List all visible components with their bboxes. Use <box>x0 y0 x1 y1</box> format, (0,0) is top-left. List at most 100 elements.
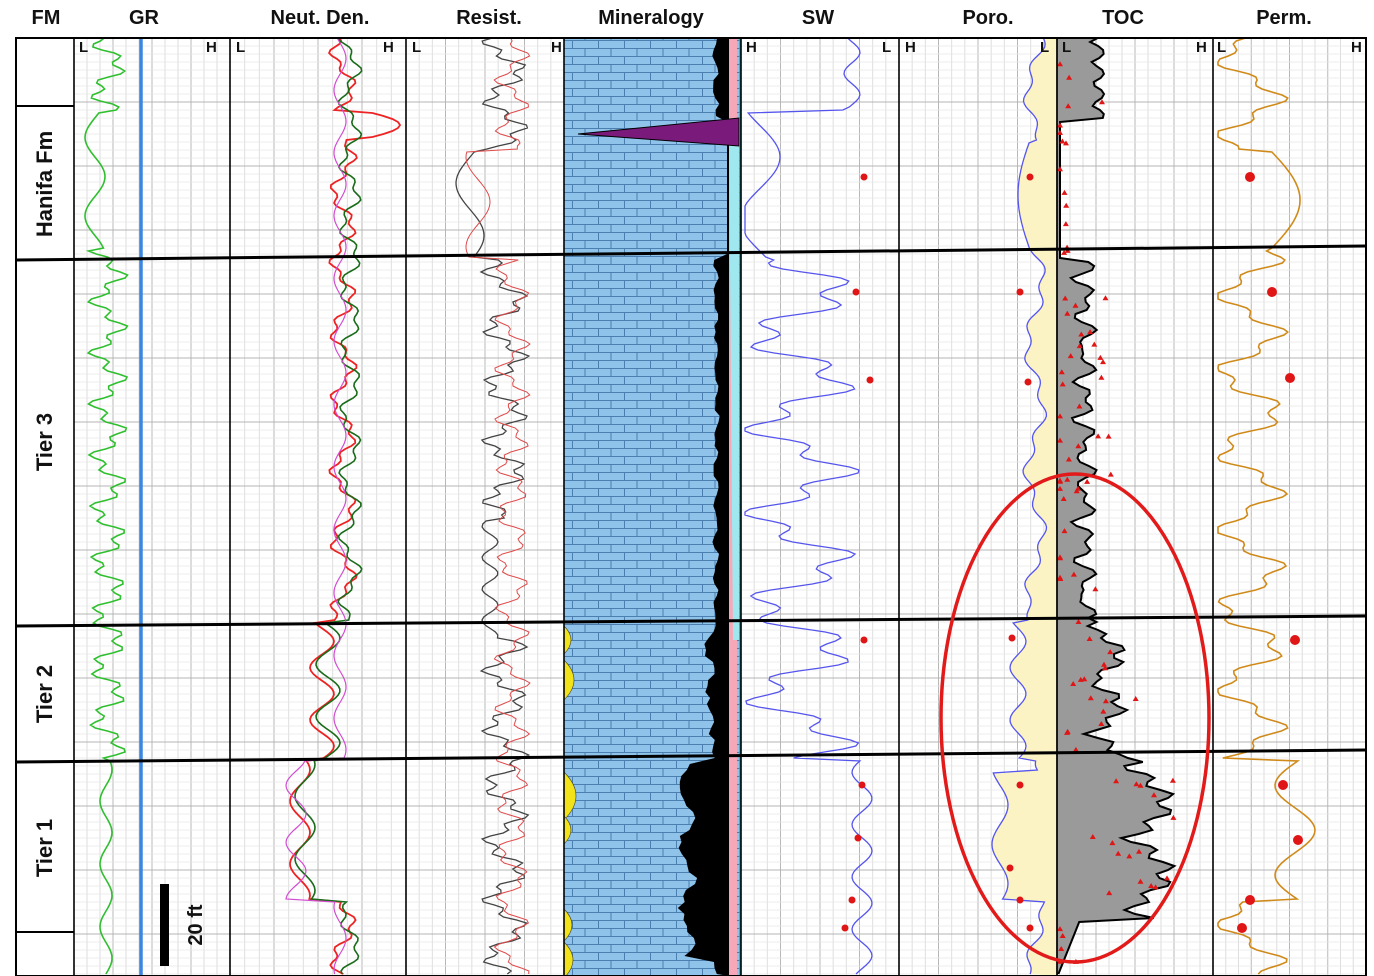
toc-core-point <box>1062 295 1069 301</box>
toc-core-point <box>1152 884 1159 890</box>
poro-core-point <box>1024 378 1032 386</box>
toc-core-point <box>1091 341 1098 347</box>
perm-core-point <box>1267 287 1277 297</box>
kerogen-fill <box>677 38 729 976</box>
perm-core-point <box>1293 835 1303 845</box>
curve-fills <box>563 38 1175 976</box>
toc-core-point <box>1057 413 1063 419</box>
neut-den-scale-low: L <box>236 39 245 56</box>
track-frame <box>15 37 1367 976</box>
poro-core-point <box>1016 896 1024 904</box>
toc-core-point <box>1075 443 1082 449</box>
grid-lines <box>74 38 1366 976</box>
toc-core-point <box>1063 202 1070 208</box>
porosity-curve <box>991 37 1048 975</box>
header-toc: TOC <box>1102 7 1144 29</box>
formation-labels: Hanifa Fm Tier 3 Tier 2 Tier 1 <box>32 131 57 877</box>
header-resist: Resist. <box>456 7 522 29</box>
highlight-ellipse <box>939 472 1211 964</box>
toc-core-point <box>1062 221 1069 227</box>
poro-core-point <box>1006 864 1014 872</box>
gr-scale-low: L <box>79 39 88 56</box>
log-curves <box>84 37 1316 976</box>
perm-core-point <box>1285 373 1295 383</box>
perm-core-point <box>1245 172 1255 182</box>
scale-labels: L H L H L H H L H L L H L H <box>79 39 1362 56</box>
gr-curve <box>84 37 129 975</box>
toc-core-point <box>1057 477 1063 483</box>
toc-core-point <box>1072 746 1079 752</box>
sw-core-point <box>854 834 862 842</box>
perm-core-point <box>1237 923 1247 933</box>
toc-core-point <box>1070 571 1077 577</box>
toc-core-point <box>1137 878 1144 884</box>
toc-core-point <box>1061 249 1068 255</box>
toc-core-point <box>1148 883 1155 888</box>
density-curve <box>294 37 363 975</box>
toc-core-point <box>1064 476 1071 482</box>
toc-core-point <box>1061 528 1068 534</box>
header-sw: SW <box>802 7 834 29</box>
header-poro: Poro. <box>962 7 1013 29</box>
toc-core-point <box>1107 649 1114 655</box>
toc-core-point <box>1057 166 1063 172</box>
toc-core-point <box>1061 189 1068 195</box>
toc-core-point <box>1072 302 1079 308</box>
neutron-curve <box>289 37 402 975</box>
toc-core-point <box>1057 437 1063 443</box>
sw-core-point <box>866 376 874 384</box>
toc-core-point <box>1057 554 1063 560</box>
toc-core-point <box>1067 353 1074 359</box>
toc-core-point <box>1133 781 1140 787</box>
toc-core-point <box>1073 488 1080 494</box>
toc-core-point <box>1075 485 1081 491</box>
toc-curve <box>1057 37 1177 975</box>
perm-core-point <box>1290 635 1300 645</box>
toc-core-point <box>1105 433 1112 439</box>
header-perm: Perm. <box>1256 7 1312 29</box>
poro-scale-right: L <box>1040 39 1049 56</box>
depth-scale-bar <box>160 884 169 966</box>
toc-core-point <box>1115 850 1122 856</box>
perm-scale-low: L <box>1217 39 1226 56</box>
poro-core-point <box>1016 781 1024 789</box>
toc-core-point <box>1070 681 1077 686</box>
sw-core-point <box>852 288 860 296</box>
formation-label-tier1: Tier 1 <box>32 819 57 877</box>
toc-core-point <box>1059 933 1066 938</box>
toc-core-point <box>1113 778 1120 784</box>
depth-scale-label: 20 ft <box>185 904 207 945</box>
toc-core-point <box>1064 310 1071 316</box>
toc-core-point <box>1059 138 1066 144</box>
toc-core-point <box>1057 122 1063 128</box>
toc-core-point <box>1057 575 1063 581</box>
formation-boundary <box>15 614 1367 628</box>
toc-core-point <box>1151 792 1157 798</box>
porosity-fill <box>992 38 1057 976</box>
toc-core-point <box>1065 456 1072 462</box>
toc-core-point <box>1076 343 1083 349</box>
toc-core-point <box>1169 777 1176 783</box>
toc-core-point <box>1137 782 1144 788</box>
gr-scale-high: H <box>206 39 217 56</box>
toc-core-point <box>1066 74 1073 80</box>
header-neut-den: Neut. Den. <box>271 7 370 29</box>
header-fm: FM <box>32 7 61 29</box>
toc-core-point <box>1100 359 1106 365</box>
frame-border <box>15 37 1367 976</box>
track-headers: FM GR Neut. Den. Resist. Mineralogy SW P… <box>32 7 1312 29</box>
toc-core-point <box>1086 636 1093 641</box>
toc-core-point <box>1126 853 1133 859</box>
sw-scale-right: L <box>882 39 891 56</box>
perm-core-point <box>1278 780 1288 790</box>
anhydrite-wedge <box>577 117 740 147</box>
poro-core-point <box>1026 924 1034 932</box>
toc-core-point <box>1076 403 1083 409</box>
toc-core-point <box>1075 619 1082 624</box>
toc-core-point <box>1087 329 1094 335</box>
header-mineralogy: Mineralogy <box>598 7 704 29</box>
toc-core-point <box>1078 331 1085 337</box>
sw-core-point <box>858 781 866 789</box>
perm-scale-high: H <box>1351 39 1362 56</box>
